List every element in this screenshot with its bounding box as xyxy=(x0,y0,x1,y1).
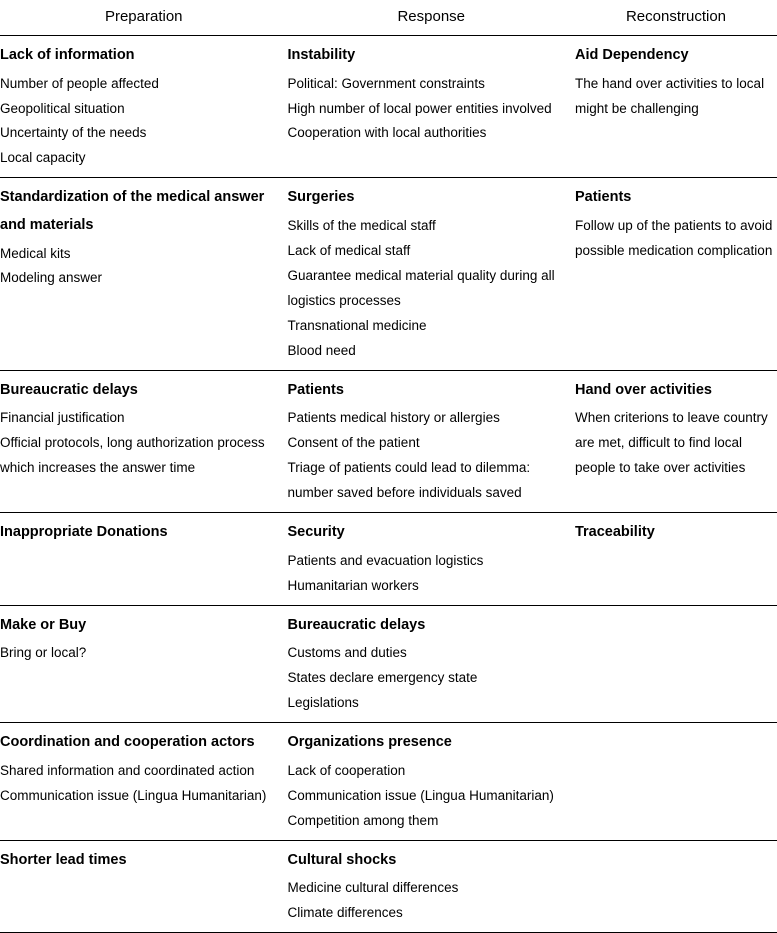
cell-title: Patients xyxy=(287,377,570,405)
cell-item: Patients medical history or allergies xyxy=(287,406,570,431)
cell-title: Patients xyxy=(575,184,773,212)
cell-item: Consent of the patient xyxy=(287,431,570,456)
cell-item: Lack of medical staff xyxy=(287,239,570,264)
cell-item: Bring or local? xyxy=(0,641,283,666)
cell-item: Lack of cooperation xyxy=(287,759,570,784)
cell-item: Patients and evacuation logistics xyxy=(287,549,570,574)
cell-title: Bureaucratic delays xyxy=(287,612,570,640)
cell-item: Climate differences xyxy=(287,901,570,926)
cell-item: Shared information and coordinated actio… xyxy=(0,759,283,784)
cell-item: Blood need xyxy=(287,339,570,364)
cell-item: Number of people affected xyxy=(0,72,283,97)
cell-title: Hand over activities xyxy=(575,377,773,405)
cell-title: Security xyxy=(287,519,570,547)
cell-item: High number of local power entities invo… xyxy=(287,97,570,122)
header-reconstruction: Reconstruction xyxy=(575,0,777,36)
cell-item: Legislations xyxy=(287,691,570,716)
cell-item: Skills of the medical staff xyxy=(287,214,570,239)
cell-item: Geopolitical situation xyxy=(0,97,283,122)
cell-title: Surgeries xyxy=(287,184,570,212)
cell-title: Instability xyxy=(287,42,570,70)
cell-title: Aid Dependency xyxy=(575,42,773,70)
cell-item: Customs and duties xyxy=(287,641,570,666)
table-row: Coordination and cooperation actors Shar… xyxy=(0,723,777,840)
cell-item: Cooperation with local authorities xyxy=(287,121,570,146)
cell-title: Traceability xyxy=(575,519,773,547)
cell-item: Financial justification xyxy=(0,406,283,431)
cell-item: Modeling answer xyxy=(0,266,283,291)
cell-item: Local capacity xyxy=(0,146,283,171)
cell-title: Organizations presence xyxy=(287,729,570,757)
cell-title: Lack of information xyxy=(0,42,283,70)
header-preparation: Preparation xyxy=(0,0,287,36)
cell-item: Follow up of the patients to avoid possi… xyxy=(575,214,773,264)
cell-item: States declare emergency state xyxy=(287,666,570,691)
cell-title: Standardization of the medical answer an… xyxy=(0,184,283,239)
cell-item: Triage of patients could lead to dilemma… xyxy=(287,456,570,506)
table-row: Standardization of the medical answer an… xyxy=(0,178,777,370)
table-header-row: Preparation Response Reconstruction xyxy=(0,0,777,36)
table-row: Bureaucratic delays Financial justificat… xyxy=(0,370,777,512)
cell-item: The hand over activities to local might … xyxy=(575,72,773,122)
table-row: Lack of information Number of people aff… xyxy=(0,36,777,178)
cell-item: When criterions to leave country are met… xyxy=(575,406,773,481)
table-row: Shorter lead times Cultural shocks Medic… xyxy=(0,840,777,932)
cell-title: Make or Buy xyxy=(0,612,283,640)
table-row: Make or Buy Bring or local? Bureaucratic… xyxy=(0,605,777,722)
cell-item: Uncertainty of the needs xyxy=(0,121,283,146)
cell-item: Communication issue (Lingua Humanitarian… xyxy=(0,784,283,809)
header-response: Response xyxy=(287,0,574,36)
cell-item: Official protocols, long authorization p… xyxy=(0,431,283,481)
cell-item: Communication issue (Lingua Humanitarian… xyxy=(287,784,570,809)
cell-item: Guarantee medical material quality durin… xyxy=(287,264,570,314)
cell-title: Coordination and cooperation actors xyxy=(0,729,283,757)
cell-item: Humanitarian workers xyxy=(287,574,570,599)
cell-item: Competition among them xyxy=(287,809,570,834)
cell-title: Inappropriate Donations xyxy=(0,519,283,547)
table-row: Inappropriate Donations Security Patient… xyxy=(0,513,777,605)
cell-item: Medical kits xyxy=(0,242,283,267)
challenges-table: Preparation Response Reconstruction Lack… xyxy=(0,0,777,933)
cell-title: Cultural shocks xyxy=(287,847,570,875)
cell-item: Transnational medicine xyxy=(287,314,570,339)
cell-item: Medicine cultural differences xyxy=(287,876,570,901)
cell-title: Bureaucratic delays xyxy=(0,377,283,405)
cell-title: Shorter lead times xyxy=(0,847,283,875)
cell-item: Political: Government constraints xyxy=(287,72,570,97)
